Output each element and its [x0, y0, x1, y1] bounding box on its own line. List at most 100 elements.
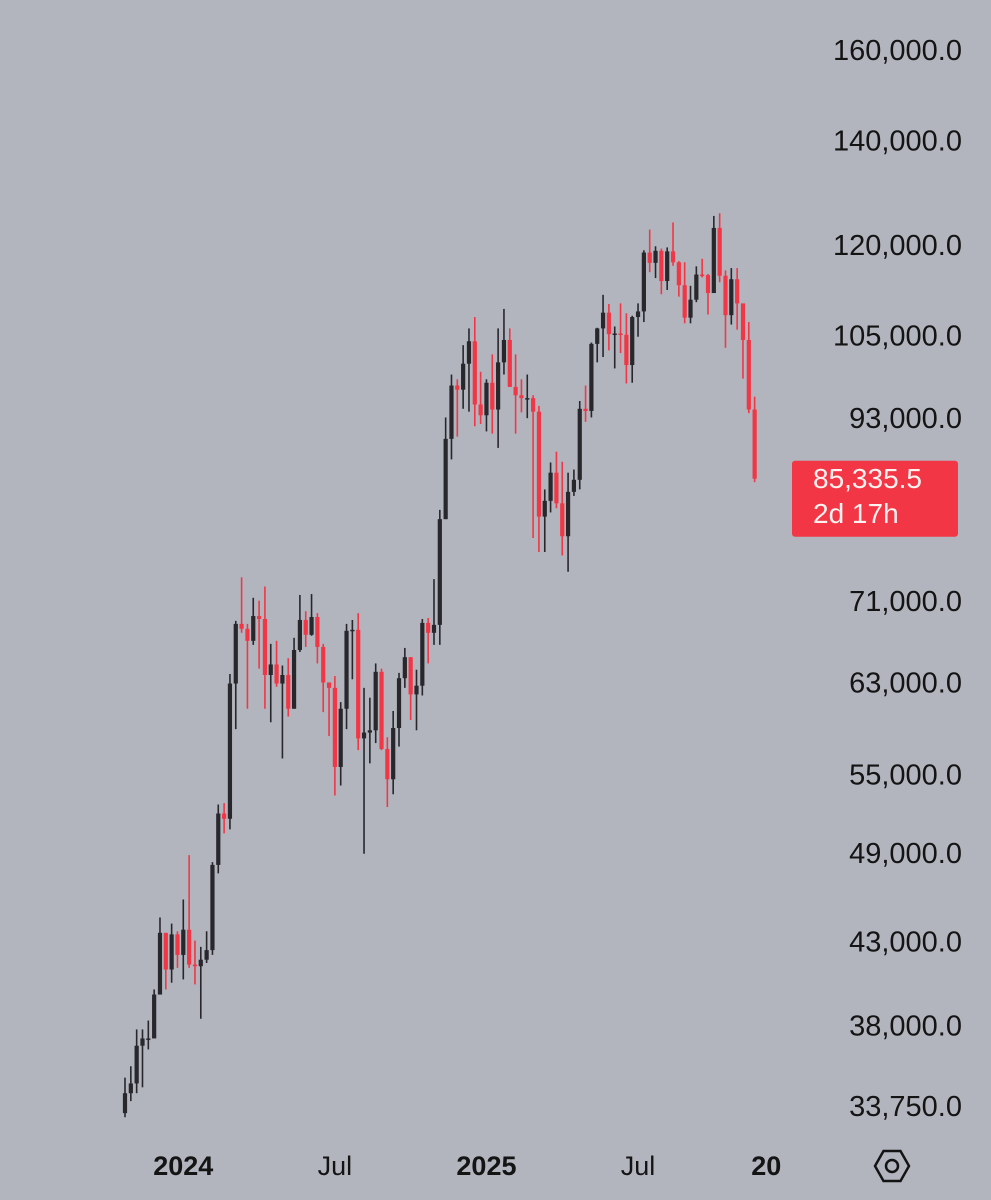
candle-body — [449, 385, 454, 439]
candle-body — [472, 341, 477, 405]
candle-body — [519, 395, 524, 399]
candle-body — [723, 275, 728, 316]
candle-body — [198, 959, 203, 967]
candle-body — [676, 262, 681, 286]
candle-body — [431, 624, 437, 633]
candle-body — [490, 382, 495, 410]
candle-body — [128, 1083, 133, 1094]
candle-body — [163, 932, 168, 970]
candle-body — [735, 279, 740, 304]
candle-body — [443, 438, 448, 520]
candle-body — [612, 333, 617, 336]
candle-body — [565, 491, 571, 537]
candle-body — [361, 732, 367, 739]
candle-body — [391, 727, 396, 780]
candle-body — [373, 671, 378, 731]
candle-body — [618, 333, 623, 336]
candle-body — [717, 227, 722, 276]
candle-body — [286, 674, 291, 709]
candle-body — [700, 274, 705, 277]
y-tick-label: 38,000.0 — [849, 1010, 962, 1042]
y-tick-label: 71,000.0 — [849, 586, 962, 618]
candle-body — [262, 618, 268, 675]
y-tick-label: 140,000.0 — [833, 125, 962, 157]
candle-body — [694, 274, 699, 300]
candle-body — [478, 404, 483, 416]
candle-body — [134, 1045, 139, 1084]
candle-body — [396, 678, 402, 728]
candle-body — [216, 813, 221, 865]
x-tick-label: 20 — [751, 1151, 781, 1181]
candle-body — [688, 299, 693, 318]
candle-body — [595, 328, 600, 344]
candle-body — [606, 312, 611, 335]
y-tick-label: 105,000.0 — [833, 321, 962, 353]
candle-body — [641, 252, 646, 312]
candle-body — [315, 617, 320, 647]
candle-body — [653, 250, 658, 263]
candle-body — [711, 227, 716, 294]
candle-body — [420, 622, 425, 686]
candle-body — [554, 472, 559, 504]
candle-body — [157, 932, 163, 995]
candle-body — [379, 671, 384, 749]
y-tick-label: 33,750.0 — [849, 1091, 962, 1123]
last-price-label: 85,335.5 — [813, 463, 922, 494]
candle-body — [635, 311, 641, 318]
candle-body — [560, 503, 565, 537]
candle-body — [385, 748, 390, 780]
candle-body — [705, 275, 711, 294]
candle-body — [408, 657, 413, 695]
candle-body — [583, 408, 588, 411]
candle-body — [665, 251, 670, 282]
y-tick-label: 160,000.0 — [833, 35, 962, 67]
candle-body — [542, 500, 547, 517]
last-price-box — [792, 460, 958, 537]
candle-body — [268, 664, 273, 675]
x-tick-label: 2024 — [153, 1151, 213, 1181]
candle-body — [670, 251, 676, 263]
candle-body — [461, 363, 466, 390]
candle-body — [525, 398, 530, 400]
candle-body — [192, 964, 198, 967]
y-tick-label: 55,000.0 — [849, 759, 962, 791]
candle-body — [437, 519, 442, 625]
candle-body — [297, 619, 302, 650]
candle-body — [146, 1038, 151, 1040]
candle-body — [169, 934, 174, 970]
candle-body — [571, 479, 577, 492]
candle-body — [251, 616, 256, 641]
candle-body — [332, 687, 337, 767]
candle-body — [210, 864, 215, 951]
settings-icon[interactable] — [873, 1149, 911, 1183]
y-tick-label: 93,000.0 — [849, 403, 962, 435]
y-tick-label: 120,000.0 — [833, 230, 962, 262]
countdown-label: 2d 17h — [813, 498, 899, 529]
candle-body — [181, 929, 186, 955]
candle-body — [291, 649, 297, 709]
candle-body — [175, 934, 180, 955]
candle-body — [589, 343, 594, 411]
candle-body — [280, 674, 285, 684]
candle-body — [239, 623, 244, 629]
candle-body — [729, 279, 734, 316]
candle-body — [309, 617, 314, 635]
y-tick-label: 63,000.0 — [849, 667, 962, 699]
candle-body — [659, 250, 664, 282]
x-tick-label: Jul — [318, 1151, 353, 1181]
candle-body — [536, 411, 542, 517]
candle-body — [227, 683, 233, 819]
candle-body — [740, 303, 746, 340]
candle-body — [455, 385, 460, 390]
candle-body — [752, 409, 757, 479]
candle-body — [350, 629, 355, 632]
candle-body — [344, 630, 349, 709]
candle-body — [245, 628, 250, 641]
candle-body — [548, 472, 553, 501]
candle-body — [122, 1093, 128, 1114]
candle-body — [501, 339, 507, 363]
candle-body — [496, 362, 501, 410]
candle-body — [187, 929, 192, 965]
candle-body — [274, 664, 279, 684]
